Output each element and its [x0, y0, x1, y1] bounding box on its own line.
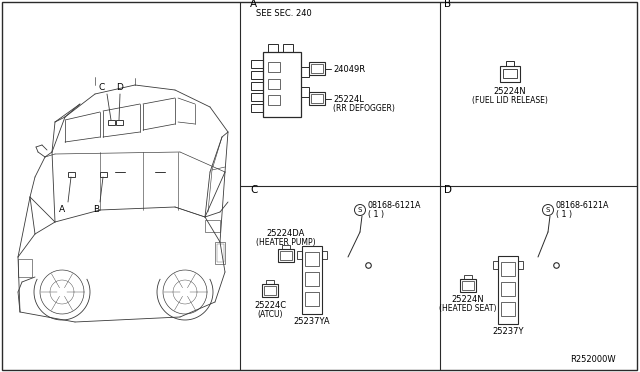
Bar	[251, 71, 263, 79]
Text: S: S	[358, 207, 362, 213]
Text: ( 1 ): ( 1 )	[556, 209, 572, 218]
Text: A: A	[59, 205, 65, 214]
Bar	[217, 244, 224, 262]
Text: 08168-6121A: 08168-6121A	[368, 202, 422, 211]
Bar	[506, 61, 514, 66]
Text: B: B	[93, 205, 99, 214]
Text: ( 1 ): ( 1 )	[368, 209, 384, 218]
Bar	[205, 220, 220, 232]
Bar	[266, 280, 274, 284]
Bar	[68, 172, 75, 177]
Bar	[251, 104, 263, 112]
Text: A: A	[250, 0, 257, 9]
Bar	[297, 251, 302, 259]
Text: 25224C: 25224C	[254, 301, 286, 310]
Text: (HEATED SEAT): (HEATED SEAT)	[439, 305, 497, 314]
Bar	[493, 261, 498, 269]
Bar	[309, 62, 325, 75]
Text: 24049R: 24049R	[333, 64, 365, 74]
Bar	[251, 60, 263, 68]
Text: C: C	[99, 83, 105, 92]
Text: R252000W: R252000W	[570, 356, 616, 365]
Text: D: D	[444, 185, 452, 195]
Bar	[268, 62, 280, 72]
Bar	[305, 272, 319, 286]
Bar	[464, 275, 472, 279]
Bar	[311, 94, 323, 103]
Bar	[501, 262, 515, 276]
Bar	[108, 120, 115, 125]
Text: B: B	[444, 0, 451, 9]
Bar	[501, 282, 515, 296]
Bar	[305, 292, 319, 306]
Text: (ATCU): (ATCU)	[257, 310, 283, 318]
Bar	[518, 261, 523, 269]
Text: D: D	[116, 83, 124, 92]
Text: SEE SEC. 240: SEE SEC. 240	[256, 10, 312, 19]
Bar	[268, 44, 278, 52]
Bar	[268, 95, 280, 105]
Text: 25224N: 25224N	[452, 295, 484, 305]
Bar	[500, 66, 520, 82]
Bar	[251, 93, 263, 101]
Bar	[268, 79, 280, 89]
Bar	[282, 245, 290, 249]
Bar	[460, 279, 476, 292]
Bar	[18, 259, 32, 277]
Bar	[501, 302, 515, 316]
Bar	[309, 92, 325, 105]
Bar	[301, 67, 309, 77]
Bar	[302, 246, 322, 314]
Text: 25224L: 25224L	[333, 94, 364, 103]
Bar	[251, 82, 263, 90]
Bar	[264, 286, 276, 295]
Bar	[278, 249, 294, 262]
Bar	[280, 251, 292, 260]
Text: (RR DEFOGGER): (RR DEFOGGER)	[333, 103, 395, 112]
Text: C: C	[250, 185, 257, 195]
Bar	[311, 64, 323, 73]
Bar	[301, 87, 309, 97]
Bar	[215, 242, 225, 264]
Text: S: S	[546, 207, 550, 213]
Bar	[262, 284, 278, 297]
Text: 25224N: 25224N	[493, 87, 526, 96]
Bar	[498, 256, 518, 324]
Text: (HEATER PUMP): (HEATER PUMP)	[256, 237, 316, 247]
Bar	[462, 281, 474, 290]
Text: 25237Y: 25237Y	[492, 327, 524, 337]
Text: 25224DA: 25224DA	[267, 230, 305, 238]
Bar	[283, 44, 293, 52]
Bar	[503, 69, 517, 78]
Bar	[100, 172, 107, 177]
Bar	[322, 251, 327, 259]
Text: 08168-6121A: 08168-6121A	[556, 202, 609, 211]
Bar	[263, 52, 301, 117]
Bar	[116, 120, 123, 125]
Text: (FUEL LID RELEASE): (FUEL LID RELEASE)	[472, 96, 548, 105]
Bar	[305, 252, 319, 266]
Text: 25237YA: 25237YA	[294, 317, 330, 327]
